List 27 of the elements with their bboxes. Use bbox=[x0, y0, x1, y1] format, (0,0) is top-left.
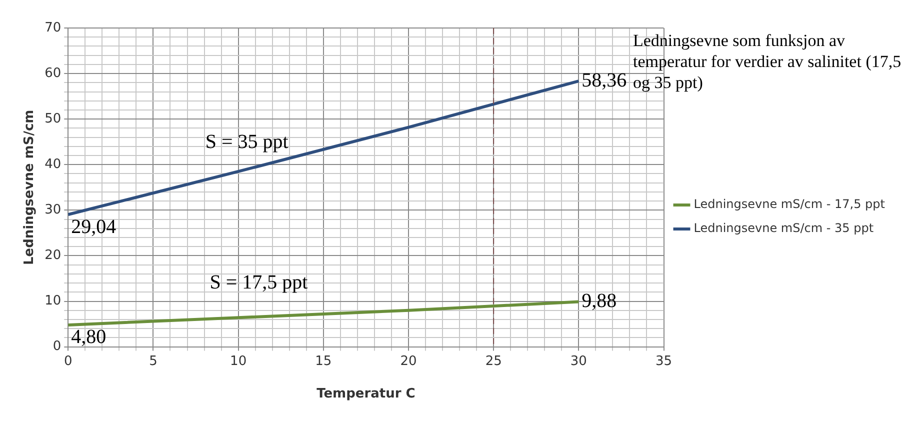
y-tick-label: 10 bbox=[44, 294, 62, 309]
legend-label: Ledningsevne mS/cm - 35 ppt bbox=[694, 221, 874, 236]
x-tick-label: 5 bbox=[149, 354, 158, 369]
legend-label: Ledningsevne mS/cm - 17,5 ppt bbox=[694, 197, 886, 212]
y-tick-label: 20 bbox=[44, 248, 62, 264]
data-label: 29,04 bbox=[71, 216, 116, 238]
y-tick-label: 40 bbox=[44, 157, 62, 172]
y-axis-title: Ledningsevne mS/cm bbox=[22, 110, 38, 266]
x-tick-label: 25 bbox=[485, 354, 502, 369]
annotation: S = 35 ppt bbox=[205, 131, 289, 154]
y-tick-label: 0 bbox=[52, 339, 62, 354]
text: Ledningsevne som funksjon av temperatur for verdier av salinitet (17,5 og 35 ppt) bbox=[633, 30, 902, 93]
x-tick-label: 0 bbox=[64, 354, 72, 369]
x-axis-title: Temperatur C bbox=[316, 386, 416, 402]
data-label: 58,36 bbox=[582, 69, 627, 92]
x-tick-label: 20 bbox=[400, 354, 417, 369]
y-tick-label: 50 bbox=[44, 111, 62, 126]
x-tick-label: 10 bbox=[230, 354, 247, 369]
y-tick-label: 30 bbox=[44, 202, 62, 218]
x-tick-label: 35 bbox=[655, 354, 672, 369]
data-label: 4,80 bbox=[71, 326, 106, 348]
y-tick-label: 70 bbox=[44, 20, 62, 36]
x-tick-label: 30 bbox=[570, 354, 587, 369]
annotation: S = 17,5 ppt bbox=[210, 271, 308, 294]
data-label: 9,88 bbox=[582, 290, 617, 312]
y-tick-label: 60 bbox=[44, 66, 62, 81]
x-tick-label: 15 bbox=[315, 354, 332, 369]
